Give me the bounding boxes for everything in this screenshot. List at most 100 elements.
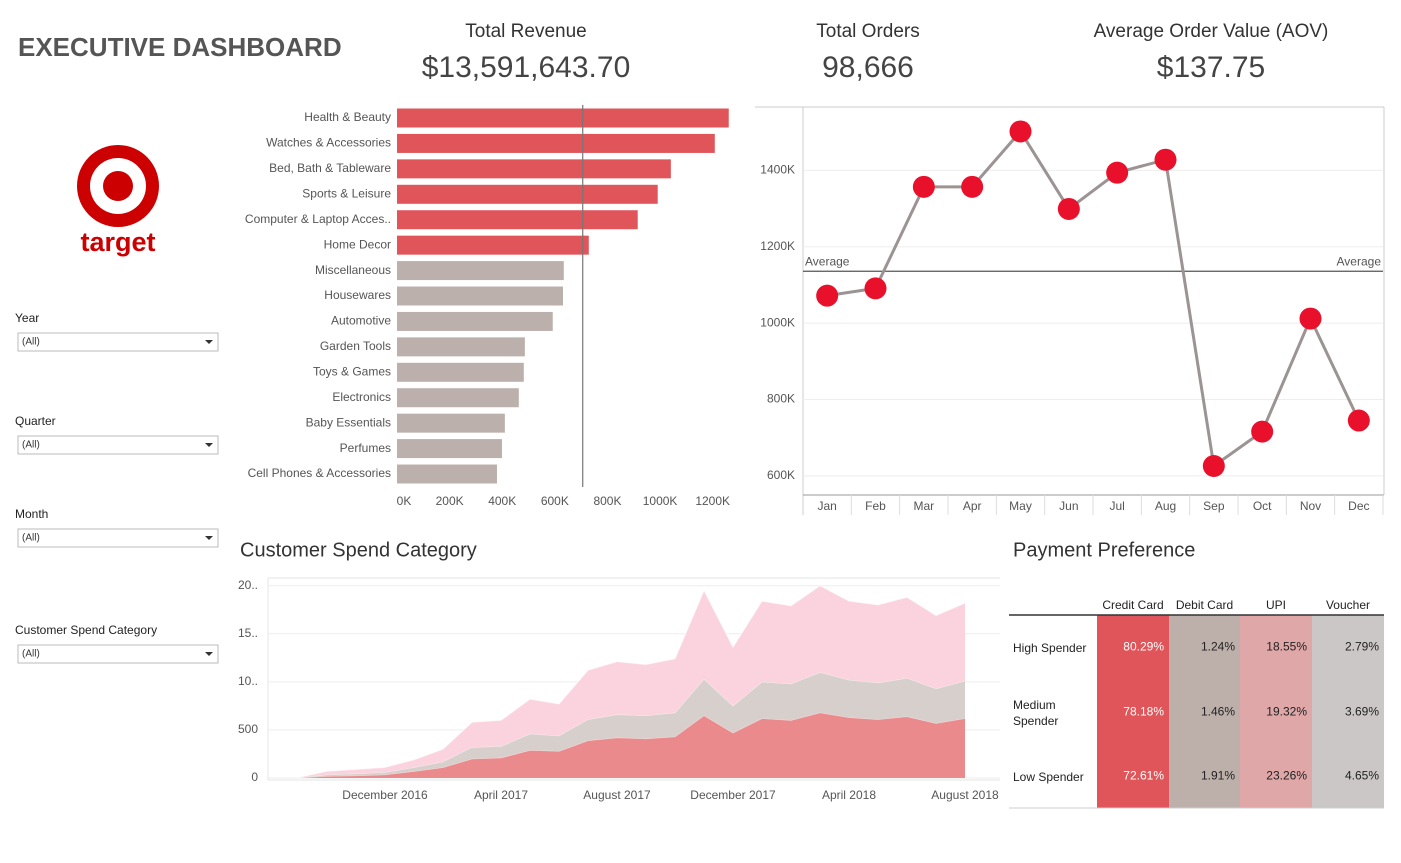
y-tick-label: Health & Beauty [304, 110, 391, 124]
row-label: Low Spender [1013, 769, 1084, 784]
bar [397, 362, 524, 382]
point [1057, 197, 1080, 220]
x-tick-label: Mar [913, 499, 934, 513]
y-tick-label: 15.. [238, 626, 258, 640]
row-label-wrap: Medium Spender [1013, 696, 1097, 730]
dropdown-value: (All) [22, 649, 40, 660]
table-cell [1240, 680, 1312, 745]
table-cell [1312, 680, 1384, 745]
column-header: UPI [1266, 598, 1286, 612]
x-tick-label: Nov [1300, 499, 1321, 513]
filter-dropdown[interactable]: (All) [17, 644, 219, 664]
cell-value: 18.55% [1266, 640, 1307, 654]
x-tick-label: Jan [817, 499, 836, 513]
point [1202, 454, 1225, 477]
row-label: High Spender [1013, 640, 1087, 655]
x-tick-label: December 2017 [690, 788, 776, 802]
bar [397, 413, 505, 433]
bar [397, 184, 658, 204]
y-tick-label: Electronics [332, 390, 391, 404]
x-tick-label: 200K [436, 494, 464, 508]
filter-dropdown[interactable]: (All) [17, 435, 219, 455]
x-tick-label: 1200K [695, 494, 730, 508]
x-tick-label: April 2018 [822, 788, 876, 802]
dropdown-value: (All) [22, 440, 40, 451]
dropdown-box [17, 435, 219, 455]
bar [397, 108, 729, 128]
x-tick-label: Jun [1059, 499, 1078, 513]
x-tick-label: August 2018 [931, 788, 999, 802]
dashboard-title: EXECUTIVE DASHBOARD [18, 32, 342, 62]
bar [397, 261, 564, 281]
x-tick-label: Apr [963, 499, 982, 513]
dropdown-box [17, 528, 219, 548]
filter-label: Month [15, 507, 48, 521]
average-label: Average [1337, 254, 1382, 268]
cell-value: 1.46% [1201, 705, 1235, 719]
x-tick-label: Sep [1203, 499, 1225, 513]
table-cell [1169, 745, 1240, 808]
filter-label: Year [15, 311, 39, 325]
table-cell [1097, 680, 1169, 745]
line [826, 128, 1361, 469]
cell-value: 72.61% [1123, 769, 1164, 783]
point [1251, 420, 1274, 443]
y-tick-label: Home Decor [324, 237, 391, 251]
cell-value: 23.26% [1266, 769, 1307, 783]
y-tick-label: 800K [767, 392, 795, 406]
area [298, 672, 965, 778]
cell-value: 1.24% [1201, 640, 1235, 654]
bar [397, 133, 715, 153]
filter-dropdown[interactable]: (All) [17, 528, 219, 548]
x-tick-label: Dec [1348, 499, 1369, 513]
area [298, 712, 965, 778]
table-cell [1240, 615, 1312, 680]
average-label: Average [805, 254, 850, 268]
area [298, 585, 965, 778]
cell-value: 1.91% [1201, 769, 1235, 783]
table-cell [1312, 745, 1384, 808]
y-tick-label: Baby Essentials [306, 415, 391, 429]
bar [397, 210, 638, 230]
logo-text: target [80, 227, 155, 257]
y-tick-label: 1000K [760, 315, 795, 329]
y-tick-label: Automotive [331, 314, 391, 328]
filter-dropdown[interactable]: (All) [17, 332, 219, 352]
y-tick-label: 1200K [760, 239, 795, 253]
chart-title: Customer Spend Category [240, 539, 477, 561]
filter-label: Customer Spend Category [15, 623, 157, 637]
cell-value: 2.79% [1345, 640, 1379, 654]
row-label-box: High Spender [1013, 640, 1087, 655]
y-tick-label: Garden Tools [320, 339, 391, 353]
table-cell [1169, 615, 1240, 680]
x-tick-label: 1000K [643, 494, 678, 508]
y-tick-label: 1400K [760, 163, 795, 177]
logo: target [77, 145, 159, 257]
cell-value: 4.65% [1345, 769, 1379, 783]
dropdown-box [17, 644, 219, 664]
table-cell [1312, 615, 1384, 680]
x-tick-label: Aug [1155, 499, 1176, 513]
point [961, 175, 984, 198]
x-tick-label: August 2017 [583, 788, 651, 802]
x-tick-label: May [1009, 499, 1032, 513]
dropdown-arrow [205, 536, 213, 540]
x-tick-label: Jul [1109, 499, 1124, 513]
bar [397, 311, 553, 331]
kpi-label: Average Order Value (AOV) [1094, 21, 1329, 42]
column-header: Debit Card [1176, 598, 1233, 612]
y-tick-label: 500 [238, 722, 258, 736]
dropdown-arrow [205, 443, 213, 447]
area-edge [297, 585, 966, 779]
point [864, 277, 887, 300]
y-tick-label: Cell Phones & Accessories [248, 466, 391, 480]
cell-value: 3.69% [1345, 705, 1379, 719]
point [1347, 409, 1370, 432]
kpi-value: $137.75 [1157, 51, 1265, 84]
y-tick-label: 10.. [238, 674, 258, 688]
x-tick-label: December 2016 [342, 788, 428, 802]
y-tick-label: Sports & Leisure [302, 186, 391, 200]
cell-value: 80.29% [1123, 640, 1164, 654]
bar [397, 286, 564, 306]
